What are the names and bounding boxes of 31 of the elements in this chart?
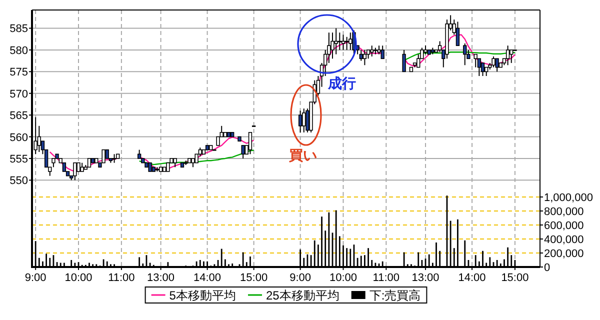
y-tick-label: 565 [10,110,28,122]
y-tick-label: 585 [10,23,28,36]
legend-label: 下:売買高 [369,288,421,302]
x-tick-label: 14:00 [458,272,486,284]
y2-tick-label: 0 [544,262,550,274]
x-tick-label: 10:00 [329,272,358,284]
y-tick-label: 580 [10,44,28,57]
y2-tick-label: 1,000,000 [544,192,593,204]
x-tick-label: 15:00 [501,272,529,284]
y2-tick-label: 600,000 [544,220,584,232]
y-tick-label: 560 [10,132,28,144]
x-tick-label: 10:00 [64,272,92,284]
x-tick-label: 13:00 [412,272,440,284]
legend-label: 25本移動平均 [266,288,340,302]
y-tick-label: 570 [10,88,28,100]
y2-tick-label: 200,000 [544,248,584,260]
y2-tick-label: 400,000 [544,234,584,246]
legend-label: 5本移動平均 [169,288,236,302]
annotation: 成行 [327,75,356,91]
y-tick-label: 550 [10,175,28,188]
x-tick-label: 11:00 [372,272,400,284]
x-tick-label: 9:00 [290,272,312,284]
x-tick-label: 9:00 [24,272,46,284]
y-tick-label: 575 [10,66,28,79]
x-tick-label: 14:00 [194,272,222,284]
x-tick-label: 11:00 [108,272,135,284]
x-tick-label: 13:00 [147,272,175,284]
annotation: 買い [288,147,317,163]
y-tick-label: 555 [10,153,28,166]
x-tick-label: 15:00 [240,272,268,284]
y2-tick-label: 800,000 [544,206,584,218]
